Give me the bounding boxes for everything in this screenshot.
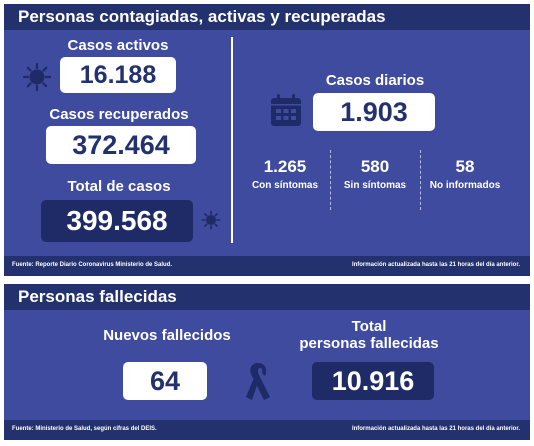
fallecidos-footer: Fuente: Ministerio de Salud, según cifra… (4, 420, 530, 440)
no-informados-label: No informados (429, 180, 501, 191)
contagios-source: Fuente: Reporte Diario Coronavirus Minis… (12, 262, 173, 268)
sin-sintomas-label: Sin síntomas (343, 180, 407, 191)
panel-divider (231, 37, 233, 243)
casos-recuperados-value: 372.464 (46, 126, 196, 164)
breakdown-divider (420, 150, 421, 210)
contagios-panel: Personas contagiadas, activas y recupera… (4, 4, 530, 276)
contagios-footer: Fuente: Reporte Diario Coronavirus Minis… (4, 256, 530, 276)
contagios-header: Personas contagiadas, activas y recupera… (4, 4, 530, 30)
total-casos-label: Total de casos (67, 178, 171, 195)
breakdown-divider (330, 150, 331, 210)
casos-activos-label: Casos activos (67, 37, 169, 54)
calendar-icon (271, 94, 301, 126)
casos-activos-value: 16.188 (60, 57, 176, 93)
fallecidos-panel: Personas fallecidas Nuevos fallecidos 64… (4, 284, 530, 440)
sin-sintomas-value: 580 (360, 157, 390, 176)
con-sintomas-label: Con síntomas (251, 180, 319, 191)
fallecidos-title: Personas fallecidas (18, 287, 177, 306)
fallecidos-update-note: Información actualizada hasta las 21 hor… (351, 426, 520, 432)
total-fallecidos-value: 10.916 (312, 362, 434, 400)
total-fallecidos-label-line1: Total (351, 318, 387, 335)
total-casos-value: 399.568 (41, 200, 193, 242)
ribbon-icon (246, 363, 270, 400)
con-sintomas-value: 1.265 (263, 157, 307, 176)
nuevos-fallecidos-value: 64 (123, 362, 207, 400)
virus-icon (22, 62, 52, 92)
casos-recuperados-label: Casos recuperados (49, 106, 189, 123)
total-fallecidos-label-line2: personas fallecidas (299, 335, 439, 352)
no-informados-value: 58 (455, 157, 475, 176)
fallecidos-source: Fuente: Ministerio de Salud, según cifra… (12, 426, 157, 432)
virus-icon (201, 210, 221, 230)
casos-diarios-label: Casos diarios (325, 72, 425, 89)
nuevos-fallecidos-label: Nuevos fallecidos (103, 327, 231, 344)
contagios-title: Personas contagiadas, activas y recupera… (18, 7, 386, 26)
fallecidos-header: Personas fallecidas (4, 284, 530, 310)
casos-diarios-value: 1.903 (313, 93, 435, 131)
contagios-update-note: Información actualizada hasta las 21 hor… (351, 262, 520, 268)
